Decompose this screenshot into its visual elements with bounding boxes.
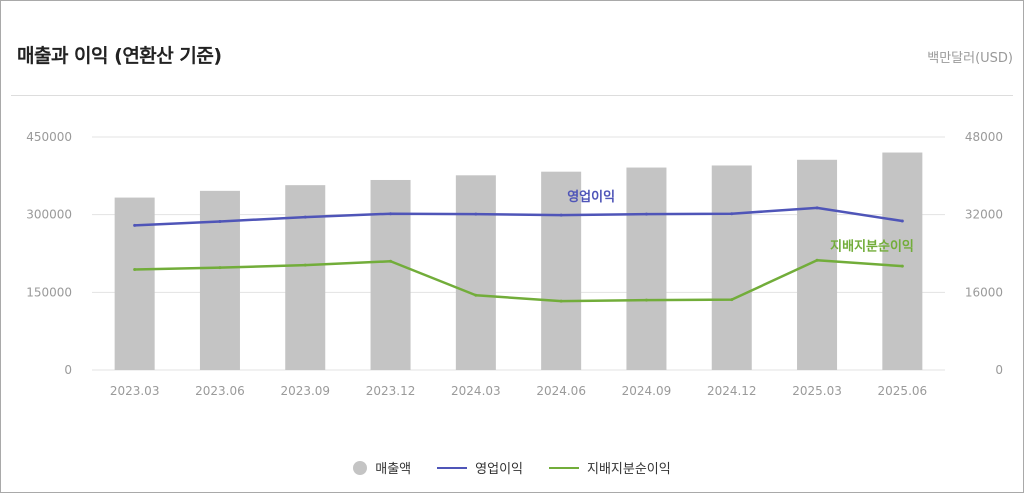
left-axis-tick-label: 0 [64,363,72,377]
revenue-bar [541,171,582,370]
operating-profit-line [134,206,903,227]
chart-title: 매출과 이익 (연환산 기준) [17,45,222,67]
line-point [559,299,563,303]
line-point [389,259,393,263]
revenue-bar [114,197,155,370]
legend-label-operating-profit: 영업이익 [475,462,523,477]
x-axis-tick-label: 2024.09 [622,384,672,398]
line-point [644,298,648,302]
line-point [218,219,222,223]
revenue-bar [199,190,240,370]
legend: 매출액 영업이익 지배지분순이익 [0,458,1024,477]
line-point [815,258,819,262]
operating-profit-label: 영업이익 [567,189,615,205]
legend-circle-icon [353,460,368,475]
unit-label: 백만달러(USD) [927,51,1013,66]
x-axis-tick-label: 2024.12 [707,384,757,398]
revenue-bar [711,165,752,370]
x-axis-tick-label: 2025.03 [792,384,842,398]
line-point [815,206,819,210]
line-point [900,219,904,223]
right-axis-tick-label: 16000 [965,285,1003,299]
line-point [133,268,137,272]
revenue-bar [626,167,667,370]
legend-line-icon [437,466,468,469]
x-axis-tick-label: 2023.03 [110,384,160,398]
x-axis-tick-label: 2023.09 [280,384,330,398]
left-axis-tick-label: 450000 [26,130,72,144]
left-axis-tick-label: 300000 [26,208,72,222]
line-point [730,298,734,302]
line-point [218,266,222,270]
axis-ticks: 450000 48000 300000 32000 150000 16000 0 0 2023.… [26,130,1003,398]
line-point [730,212,734,216]
x-axis-tick-label: 2023.06 [195,384,245,398]
line-point [303,215,307,219]
revenue-bar [455,175,496,370]
line-point [133,223,137,227]
right-axis-tick-label: 32000 [965,208,1003,222]
line-point [389,212,393,216]
x-axis-tick-label: 2025.06 [878,384,928,398]
x-axis-tick-label: 2023.12 [366,384,416,398]
net-income-line [134,259,903,303]
revenue-bar [285,185,326,370]
line-point [474,212,478,216]
legend-label-revenue: 매출액 [375,462,412,477]
right-axis-tick-label: 0 [995,363,1003,377]
revenue-bars [114,152,923,370]
revenue-bar [797,159,838,370]
right-axis-tick-label: 48000 [965,130,1003,144]
line-point [900,264,904,268]
x-axis-tick-label: 2024.03 [451,384,501,398]
net-income-label: 지배지분순이익 [830,238,914,254]
legend-item-net-income[interactable]: 지배지분순이익 [549,458,671,477]
left-axis-tick-label: 150000 [26,285,72,299]
x-axis-tick-label: 2024.06 [536,384,586,398]
legend-label-net-income: 지배지분순이익 [587,462,671,477]
legend-item-revenue[interactable]: 매출액 [353,458,411,477]
legend-line-icon [549,466,579,469]
profit-lines [133,206,904,303]
revenue-bar [370,179,411,370]
line-point [303,263,307,267]
line-point [644,212,648,216]
header-divider [11,95,1013,96]
legend-item-operating-profit[interactable]: 영업이익 [437,458,523,477]
revenue-bar [882,152,923,370]
line-point [559,213,563,217]
line-point [474,293,478,297]
